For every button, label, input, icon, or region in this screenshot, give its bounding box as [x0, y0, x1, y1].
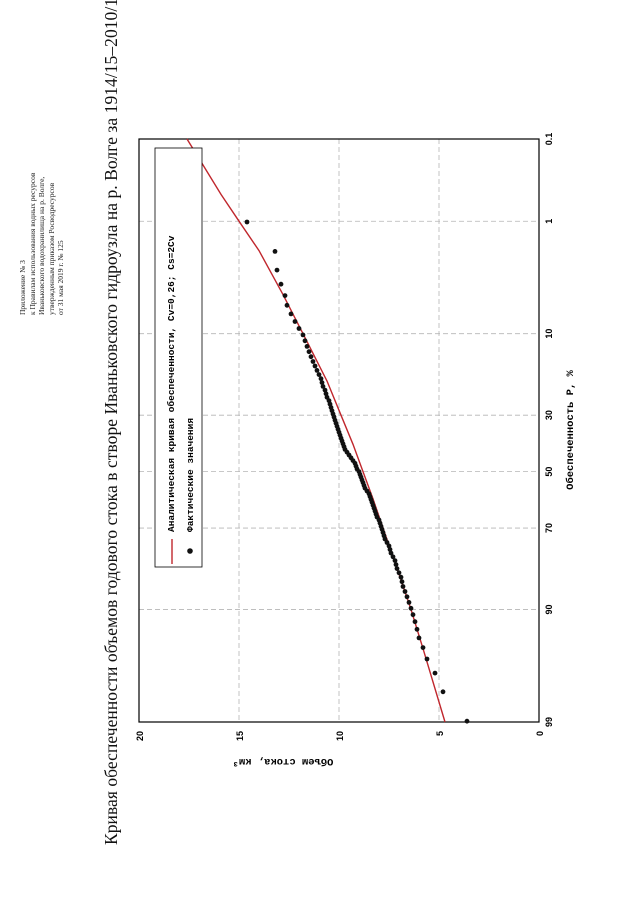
observed-point	[278, 281, 284, 287]
observed-point	[398, 574, 404, 580]
x-tick-label: 50	[544, 467, 554, 477]
observed-point	[388, 550, 394, 556]
y-tick-label: 5	[435, 731, 445, 736]
observed-point	[316, 372, 322, 377]
observed-point	[322, 387, 328, 393]
x-tick-label: 0.1	[544, 133, 554, 146]
observed-point	[406, 600, 412, 605]
x-tick-group: 1	[544, 219, 554, 224]
x-tick-label: 30	[544, 410, 554, 420]
observed-point	[314, 368, 320, 373]
observed-point	[282, 293, 288, 298]
legend: Аналитическая кривая обеспеченности, Cv=…	[154, 147, 203, 568]
axis-ticks: 0.1 1 10 30 50 70 90 99 0 5 10 15 20	[135, 133, 554, 741]
observed-point	[464, 718, 470, 724]
x-tick-group: 99	[544, 717, 554, 727]
observed-point	[274, 267, 280, 273]
observed-point	[404, 594, 410, 600]
observed-point	[424, 656, 430, 662]
observed-point	[399, 579, 405, 585]
observed-point	[284, 302, 290, 308]
x-tick-group: 90	[544, 605, 554, 615]
observed-point	[318, 376, 324, 382]
x-axis-label: Обеспеченность P, %	[564, 369, 577, 489]
observed-point	[400, 584, 406, 589]
plot-frame	[138, 138, 540, 723]
x-tick-label: 1	[544, 219, 554, 224]
observed-point	[392, 558, 398, 563]
observed-point	[420, 645, 426, 650]
observed-point	[320, 384, 326, 389]
y-tick-label: 20	[135, 731, 145, 741]
observed-point	[396, 570, 402, 576]
observed-point	[432, 670, 438, 676]
observed-point	[408, 605, 414, 611]
observed-point	[402, 589, 408, 594]
x-tick-group: 0.1	[544, 133, 554, 146]
y-axis-label: Объем стока, км³	[233, 755, 334, 768]
observed-point	[306, 349, 312, 355]
observed-point	[440, 689, 446, 695]
x-tick-group: 10	[544, 329, 554, 339]
observed-point	[292, 319, 298, 324]
x-tick-label: 10	[544, 329, 554, 339]
observed-point	[410, 612, 416, 618]
observed-point	[304, 344, 310, 349]
y-tick-group: 20	[135, 731, 145, 741]
x-tick-label: 70	[544, 523, 554, 533]
x-tick-label: 99	[544, 717, 554, 727]
observed-point	[310, 359, 316, 364]
legend-points-label: Фактические значения	[185, 418, 196, 532]
observed-point	[288, 311, 294, 317]
observed-point	[416, 635, 422, 641]
y-tick-label: 15	[235, 731, 245, 741]
x-tick-group: 70	[544, 523, 554, 533]
scatter-points-layer	[244, 219, 470, 724]
observed-point	[387, 547, 393, 552]
y-tick-group: 10	[335, 731, 345, 741]
observed-point	[272, 249, 278, 254]
observed-point	[296, 326, 302, 331]
observed-point	[393, 562, 399, 567]
observed-point	[300, 332, 306, 338]
observed-point	[302, 338, 308, 344]
observed-point	[386, 543, 392, 549]
x-tick-label: 90	[544, 605, 554, 615]
observed-point	[412, 619, 418, 625]
observed-point	[308, 354, 314, 360]
observed-point	[312, 363, 318, 369]
y-tick-group: 0	[535, 731, 545, 736]
observed-point	[390, 554, 396, 560]
y-tick-label: 0	[535, 731, 545, 736]
observed-point	[323, 391, 329, 397]
y-tick-label: 10	[335, 731, 345, 741]
x-tick-group: 50	[544, 467, 554, 477]
analytic-curve	[186, 138, 446, 723]
observed-point	[394, 566, 400, 571]
y-tick-group: 5	[435, 731, 445, 736]
x-tick-group: 30	[544, 410, 554, 420]
observed-point	[319, 380, 325, 385]
legend-points-swatch	[187, 548, 193, 554]
observed-point	[414, 626, 420, 632]
y-tick-group: 15	[235, 731, 245, 741]
analytic-curve-layer	[186, 138, 446, 723]
observed-point	[244, 219, 250, 225]
legend-curve-label: Аналитическая кривая обеспеченности, Cv=…	[166, 235, 177, 532]
legend-box	[154, 147, 203, 568]
